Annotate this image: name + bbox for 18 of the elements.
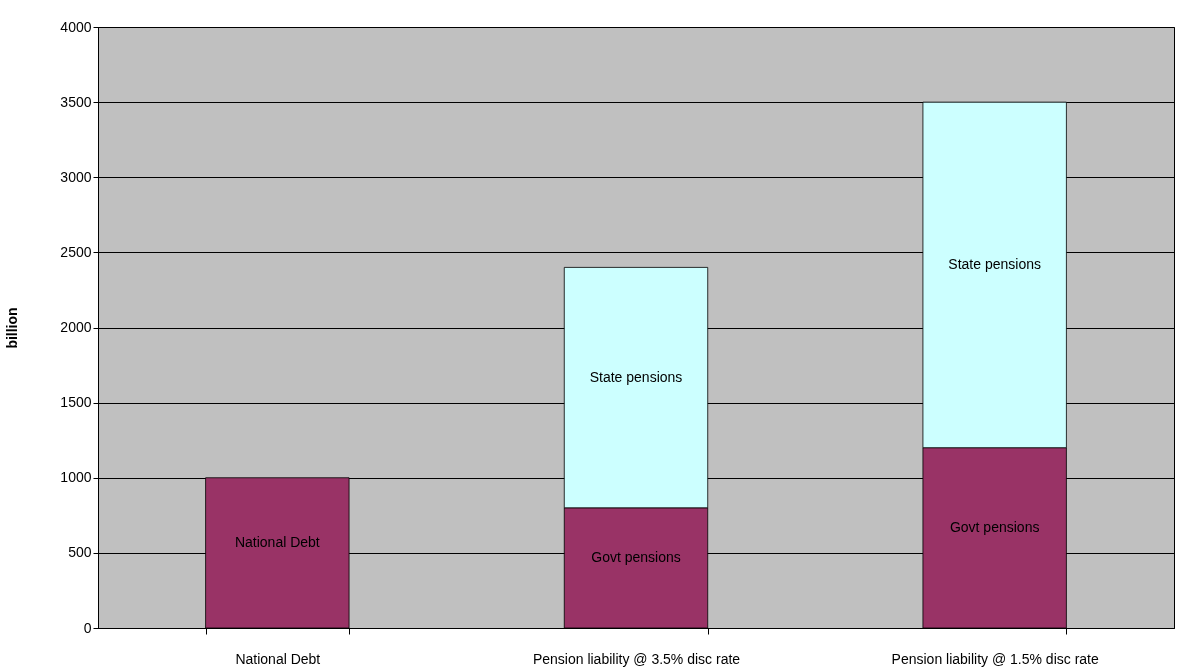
y-tick-label: 1500 bbox=[60, 394, 92, 411]
series-label: Govt pensions bbox=[591, 548, 681, 565]
x-tick-label: Pension liability @ 3.5% disc rate bbox=[532, 650, 741, 667]
x-tick-label: National Debt bbox=[235, 650, 321, 667]
text: Govt pensions bbox=[949, 518, 1040, 535]
series-label: State pensions bbox=[589, 368, 683, 385]
y-tick-label: 500 bbox=[68, 544, 92, 561]
y-axis-title: billion bbox=[4, 307, 21, 349]
y-tick-label: 1000 bbox=[60, 469, 92, 486]
text: State pensions bbox=[948, 255, 1041, 272]
x-tick-label: Pension liability @ 1.5% disc rate bbox=[891, 650, 1099, 667]
series-label: National Debt bbox=[234, 533, 320, 550]
y-tick-label: 3000 bbox=[60, 168, 92, 185]
y-tick-label: 3500 bbox=[60, 93, 92, 110]
y-tick-label: 2000 bbox=[60, 319, 92, 335]
y-tick-label: 0 bbox=[83, 619, 92, 636]
y-tick-label: 4000 bbox=[60, 18, 92, 35]
y-tick-label: 2500 bbox=[60, 243, 92, 260]
